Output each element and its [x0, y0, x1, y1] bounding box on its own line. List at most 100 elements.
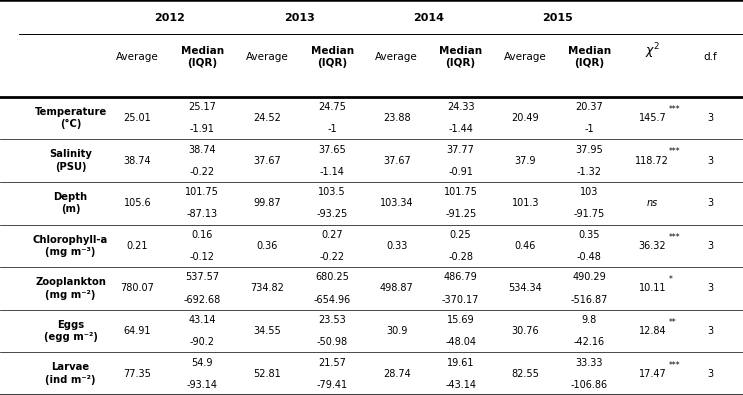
Text: 498.87: 498.87: [380, 284, 414, 293]
Text: ***: ***: [669, 147, 681, 156]
Text: 21.57: 21.57: [318, 357, 346, 368]
Text: -93.25: -93.25: [317, 209, 348, 219]
Text: ***: ***: [669, 361, 681, 369]
Text: 0.21: 0.21: [127, 241, 148, 251]
Text: 77.35: 77.35: [123, 369, 152, 379]
Text: -1: -1: [585, 124, 594, 134]
Text: Median
(IQR): Median (IQR): [311, 46, 354, 68]
Text: d.f: d.f: [704, 52, 717, 62]
Text: 101.75: 101.75: [185, 187, 219, 197]
Text: 118.72: 118.72: [635, 156, 669, 166]
Text: 38.74: 38.74: [123, 156, 152, 166]
Text: 145.7: 145.7: [638, 113, 666, 123]
Text: 0.36: 0.36: [257, 241, 278, 251]
Text: 38.74: 38.74: [188, 145, 216, 154]
Text: $\chi^2$: $\chi^2$: [645, 41, 660, 61]
Text: 23.53: 23.53: [318, 315, 346, 325]
Text: -91.75: -91.75: [574, 209, 605, 219]
Text: 64.91: 64.91: [123, 326, 152, 336]
Text: 0.46: 0.46: [515, 241, 536, 251]
Text: Depth
(m): Depth (m): [53, 192, 88, 214]
Text: 54.9: 54.9: [192, 357, 212, 368]
Text: 34.55: 34.55: [253, 326, 282, 336]
Text: 37.77: 37.77: [447, 145, 475, 154]
Text: 3: 3: [707, 156, 713, 166]
Text: -50.98: -50.98: [317, 337, 348, 347]
Text: 101.3: 101.3: [511, 198, 539, 208]
Text: 82.55: 82.55: [511, 369, 539, 379]
Text: -1.91: -1.91: [189, 124, 215, 134]
Text: 15.69: 15.69: [447, 315, 475, 325]
Text: 3: 3: [707, 284, 713, 293]
Text: -93.14: -93.14: [186, 380, 218, 390]
Text: 534.34: 534.34: [508, 284, 542, 293]
Text: 30.76: 30.76: [511, 326, 539, 336]
Text: Average: Average: [375, 52, 418, 62]
Text: 3: 3: [707, 326, 713, 336]
Text: 24.52: 24.52: [253, 113, 282, 123]
Text: 37.65: 37.65: [318, 145, 346, 154]
Text: 17.47: 17.47: [638, 369, 666, 379]
Text: 0.25: 0.25: [450, 230, 472, 240]
Text: 490.29: 490.29: [572, 273, 606, 282]
Text: -43.14: -43.14: [445, 380, 476, 390]
Text: 37.67: 37.67: [253, 156, 282, 166]
Text: 25.17: 25.17: [188, 102, 216, 112]
Text: 3: 3: [707, 241, 713, 251]
Text: 36.32: 36.32: [638, 241, 666, 251]
Text: 19.61: 19.61: [447, 357, 475, 368]
Text: ***: ***: [669, 233, 681, 242]
Text: Median
(IQR): Median (IQR): [439, 46, 482, 68]
Text: 0.35: 0.35: [579, 230, 600, 240]
Text: 30.9: 30.9: [386, 326, 407, 336]
Text: 3: 3: [707, 198, 713, 208]
Text: Average: Average: [116, 52, 159, 62]
Text: 0.33: 0.33: [386, 241, 407, 251]
Text: -90.2: -90.2: [189, 337, 215, 347]
Text: Chlorophyll-a
(mg m⁻³): Chlorophyll-a (mg m⁻³): [33, 235, 108, 257]
Text: 2012: 2012: [155, 13, 185, 23]
Text: Larvae
(ind m⁻²): Larvae (ind m⁻²): [45, 363, 96, 385]
Text: -516.87: -516.87: [571, 295, 608, 305]
Text: 24.33: 24.33: [447, 102, 475, 112]
Text: Median
(IQR): Median (IQR): [181, 46, 224, 68]
Text: 43.14: 43.14: [188, 315, 216, 325]
Text: 101.75: 101.75: [444, 187, 478, 197]
Text: -370.17: -370.17: [442, 295, 479, 305]
Text: 99.87: 99.87: [253, 198, 282, 208]
Text: Average: Average: [504, 52, 547, 62]
Text: Average: Average: [246, 52, 289, 62]
Text: 2014: 2014: [413, 13, 444, 23]
Text: 0.27: 0.27: [321, 230, 343, 240]
Text: 28.74: 28.74: [383, 369, 411, 379]
Text: -1: -1: [328, 124, 337, 134]
Text: 37.95: 37.95: [575, 145, 603, 154]
Text: -87.13: -87.13: [186, 209, 218, 219]
Text: 12.84: 12.84: [638, 326, 666, 336]
Text: -1.32: -1.32: [577, 167, 602, 177]
Text: 486.79: 486.79: [444, 273, 478, 282]
Text: 103: 103: [580, 187, 598, 197]
Text: -48.04: -48.04: [445, 337, 476, 347]
Text: 10.11: 10.11: [638, 284, 666, 293]
Text: -654.96: -654.96: [314, 295, 351, 305]
Text: 2015: 2015: [542, 13, 573, 23]
Text: -0.22: -0.22: [189, 167, 215, 177]
Text: ns: ns: [646, 198, 658, 208]
Text: 20.49: 20.49: [511, 113, 539, 123]
Text: Zooplankton
(mg m⁻²): Zooplankton (mg m⁻²): [35, 277, 106, 300]
Text: -0.22: -0.22: [319, 252, 345, 262]
Text: 23.88: 23.88: [383, 113, 411, 123]
Text: -1.14: -1.14: [319, 167, 345, 177]
Text: 0.16: 0.16: [192, 230, 212, 240]
Text: *: *: [669, 275, 672, 284]
Text: -0.91: -0.91: [448, 167, 473, 177]
Text: 103.34: 103.34: [380, 198, 414, 208]
Text: -42.16: -42.16: [574, 337, 605, 347]
Text: 3: 3: [707, 113, 713, 123]
Text: -106.86: -106.86: [571, 380, 608, 390]
Text: ***: ***: [669, 105, 681, 114]
Text: 3: 3: [707, 369, 713, 379]
Text: -0.48: -0.48: [577, 252, 602, 262]
Text: 37.67: 37.67: [383, 156, 411, 166]
